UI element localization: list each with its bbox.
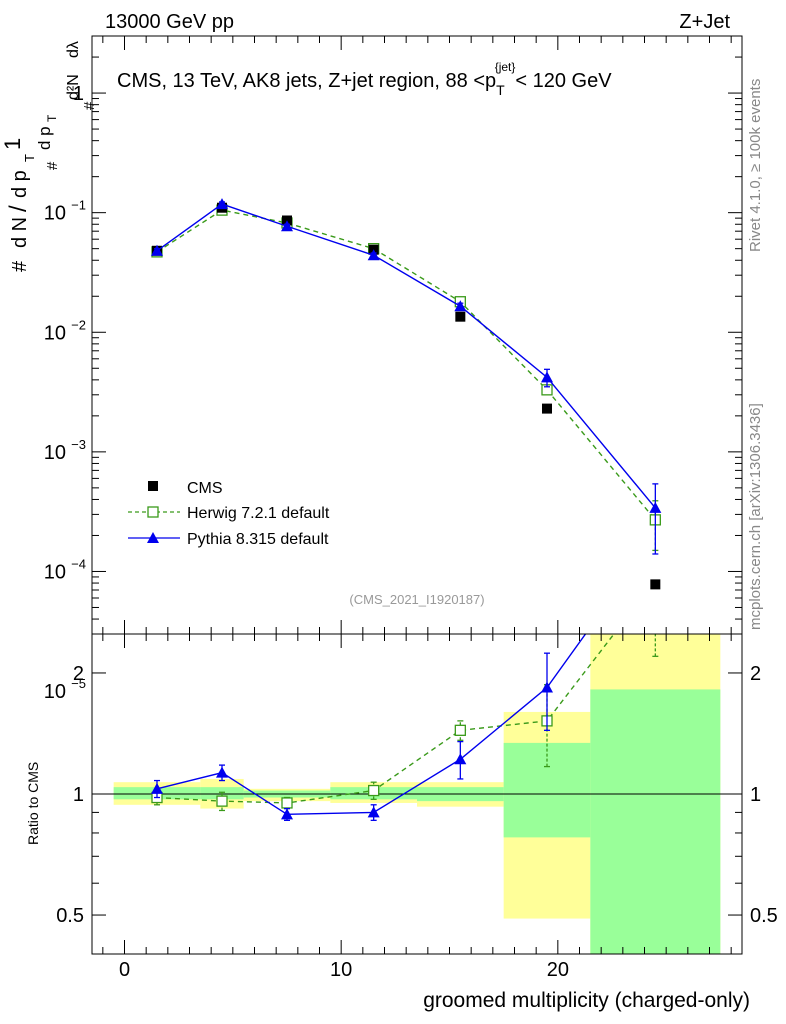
pythia-ratio-point — [281, 808, 293, 820]
main-y-tick-label: 10 — [44, 442, 66, 464]
pythia-line — [156, 203, 656, 509]
main-y-tick-exponent: −4 — [71, 556, 86, 571]
legend-entry-pythia: Pythia 8.315 default — [128, 531, 329, 548]
pythia-point — [151, 244, 163, 256]
svg-text:1: 1 — [0, 138, 25, 150]
pythia-point — [454, 300, 467, 312]
herwig-ratio-point — [281, 797, 293, 809]
herwig-ratio-point — [216, 795, 228, 807]
ratio-y-label: Ratio to CMS — [25, 762, 41, 845]
pythia-point — [216, 198, 228, 210]
ratio-y-tick-label-right: 2 — [750, 663, 761, 685]
svg-text:dλ: dλ — [65, 41, 82, 58]
svg-text:d²N: d²N — [65, 74, 82, 100]
legend-cms-marker — [148, 481, 158, 491]
main-y-tick-exponent: −2 — [71, 317, 86, 332]
ratio-panel: 0.5 0.51 12 20 10 20 Ratio to CMS groomed mul… — [25, 633, 778, 1012]
legend-pythia-label: Pythia 8.315 default — [187, 531, 329, 548]
main-series — [151, 198, 662, 590]
header-right: Z+Jet — [679, 11, 730, 33]
legend: CMS Herwig 7.2.1 default Pythia 8.315 de… — [128, 480, 330, 548]
pythia-ratio-point — [151, 782, 163, 794]
pythia-ratio-point — [216, 766, 228, 778]
svg-text:T: T — [22, 154, 37, 162]
svg-text:/: / — [5, 205, 32, 212]
herwig-ratio-point — [454, 724, 466, 736]
main-y-tick-labels: 1 10 −1 10 −2 10 −3 10 −4 10 −5 — [44, 83, 86, 703]
pythia-point — [541, 371, 553, 383]
main-panel: 1 10 −1 10 −2 10 −3 10 −4 10 −5 CMS, 13 TeV, AK8 j… — [0, 35, 743, 703]
pythia-point — [367, 249, 380, 261]
ratio-series — [151, 634, 659, 821]
legend-entry-herwig: Herwig 7.2.1 default — [128, 505, 330, 522]
x-tick-label: 20 — [547, 959, 569, 981]
header-left: 13000 GeV pp — [105, 11, 234, 33]
main-y-tick-label: 10 — [44, 561, 66, 583]
mcplots-label: mcplots.cern.ch [arXiv:1306.3436] — [747, 403, 764, 630]
uncertainty-band-green — [590, 689, 721, 954]
main-y-tick-exponent: −3 — [71, 437, 86, 452]
svg-text:d N: d N — [9, 217, 31, 248]
svg-text:#: # — [44, 161, 61, 170]
main-y-tick-exponent: −5 — [71, 676, 86, 691]
herwig-ratio-point — [368, 784, 380, 797]
main-y-tick-label: 10 — [44, 203, 66, 225]
main-axis-ticks — [92, 35, 742, 635]
rivet-label: Rivet 4.1.0, ≥ 100k events — [747, 79, 764, 252]
cms-point — [455, 311, 466, 322]
chart-title: CMS, 13 TeV, AK8 jets, Z+jet region, 88 … — [117, 60, 612, 98]
legend-herwig-marker — [147, 506, 159, 518]
pythia-point — [281, 220, 293, 232]
analysis-watermark: (CMS_2021_I1920187) — [349, 592, 484, 607]
cms-point — [542, 403, 552, 414]
svg-text:d p: d p — [35, 126, 54, 150]
legend-entry-cms: CMS — [148, 480, 223, 497]
svg-text:#: # — [81, 101, 98, 110]
ratio-y-tick-label-left: 2 — [73, 663, 84, 685]
pythia-ratio-point — [367, 806, 380, 818]
ratio-y-tick-label-right: 1 — [750, 784, 761, 806]
ratio-y-tick-label-left: 1 — [73, 784, 84, 806]
main-y-label: # d N / d p T 1 # d p T # d²N dλ — [0, 41, 98, 272]
pythia-point — [649, 501, 662, 513]
pythia-ratio-point — [541, 681, 553, 693]
ratio-axis-ticks — [92, 634, 742, 955]
ratio-tick-labels: 0.5 0.51 12 20 10 20 — [56, 663, 778, 981]
main-y-tick-label: 1 — [73, 83, 84, 105]
main-y-tick-label: 10 — [44, 681, 66, 703]
herwig-line — [156, 209, 656, 521]
main-y-tick-label: 10 — [44, 322, 66, 344]
x-axis-label: groomed multiplicity (charged-only) — [423, 989, 750, 1012]
svg-text:#: # — [9, 260, 31, 272]
cms-point — [650, 579, 661, 590]
legend-pythia-marker — [147, 532, 159, 543]
ratio-bands — [113, 634, 721, 954]
legend-herwig-label: Herwig 7.2.1 default — [187, 505, 330, 522]
legend-cms-label: CMS — [187, 480, 223, 497]
ratio-y-tick-label-right: 0.5 — [750, 905, 778, 927]
svg-text:d p: d p — [9, 170, 31, 198]
ratio-y-tick-label-left: 0.5 — [56, 905, 84, 927]
pythia-ratio-point — [454, 753, 467, 765]
svg-text:T: T — [45, 114, 59, 122]
x-tick-label: 0 — [119, 959, 130, 981]
uncertainty-band-green — [503, 742, 591, 838]
main-y-tick-exponent: −1 — [71, 198, 86, 213]
x-tick-label: 10 — [330, 959, 352, 981]
